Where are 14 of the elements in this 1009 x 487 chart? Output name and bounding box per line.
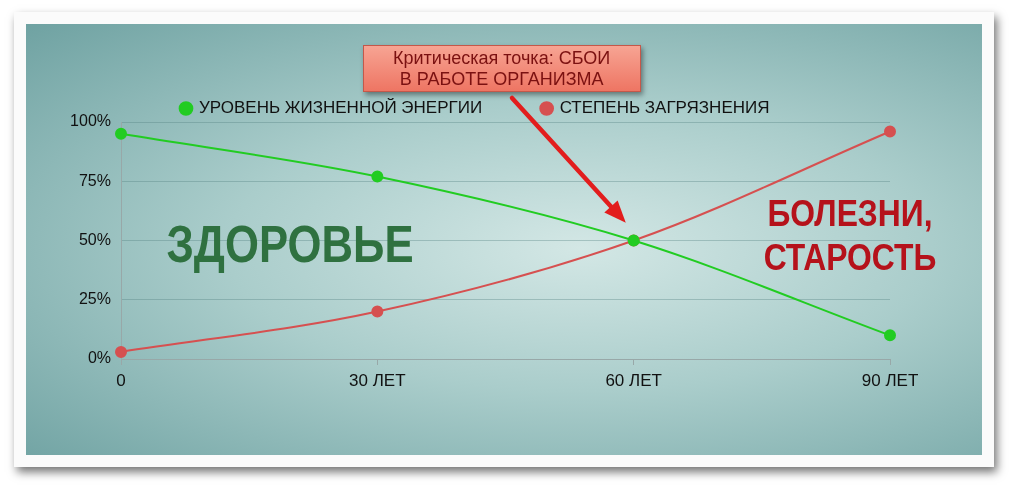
x-tick-label: 30 ЛЕТ bbox=[349, 370, 406, 390]
legend-label: СТЕПЕНЬ ЗАГРЯЗНЕНИЯ bbox=[559, 98, 770, 118]
y-tick-label: 0% bbox=[87, 349, 111, 367]
y-tick-label: 100% bbox=[70, 112, 111, 130]
x-tick-label: 0 bbox=[116, 370, 126, 390]
legend-label: УРОВЕНЬ ЖИЗНЕННОЙ ЭНЕРГИИ bbox=[198, 98, 483, 118]
x-tick-label: 60 ЛЕТ bbox=[605, 370, 662, 390]
annotation: БОЛЕЗНИ, СТАРОСТЬ bbox=[763, 192, 937, 278]
y-tick-label: 25% bbox=[78, 290, 111, 308]
y-tick-label: 75% bbox=[78, 171, 111, 189]
annotation: ЗДОРОВЬЕ bbox=[166, 215, 414, 274]
x-tick-label: 90 ЛЕТ bbox=[861, 370, 919, 390]
callout-box: Критическая точка: СБОИ В РАБОТЕ ОРГАНИЗМА bbox=[362, 45, 641, 93]
y-tick-label: 50% bbox=[78, 230, 111, 248]
